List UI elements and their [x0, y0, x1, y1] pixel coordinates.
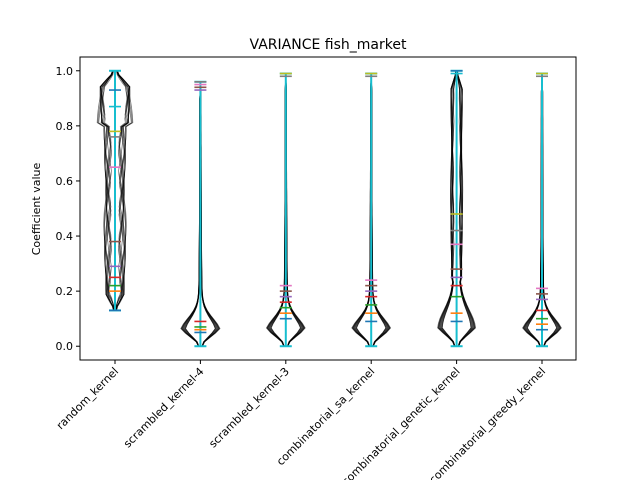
y-tick-label: 0.8: [56, 120, 74, 133]
y-tick-label: 0.4: [56, 230, 74, 243]
plot-frame: [79, 56, 577, 361]
y-tick-label: 1.0: [56, 65, 74, 78]
violin-group: [351, 72, 392, 348]
y-tick-label: 0.6: [56, 175, 74, 188]
x-tick-label: combinatorial_sa_kernel: [274, 365, 377, 468]
y-tick-label: 0.0: [56, 340, 74, 353]
x-tick-label: random_kernel: [54, 365, 121, 432]
violin-group: [180, 80, 221, 348]
violin-group: [522, 72, 562, 348]
x-tick-label: scrambled_kernel-3: [206, 365, 291, 450]
violin-group: [265, 72, 306, 348]
x-axis: random_kernel scrambled_kernel-4 scrambled…: [54, 360, 548, 480]
violin-group: [96, 69, 134, 312]
y-tick-label: 0.2: [56, 285, 74, 298]
y-axis: 0.0 0.2 0.4 0.6 0.8 1.0: [56, 65, 80, 353]
chart-title: VARIANCE fish_market: [250, 37, 407, 53]
violin-group: [437, 69, 477, 348]
y-axis-label: Coefficient value: [30, 163, 43, 256]
x-tick-label: scrambled_kernel-4: [121, 365, 206, 450]
plot-area: [96, 69, 562, 348]
